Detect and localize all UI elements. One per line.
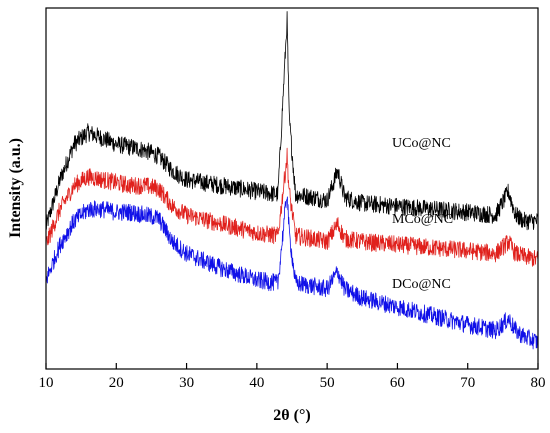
series-label-mco: MCo@NC	[392, 212, 453, 227]
x-axis-ticks	[45, 363, 539, 369]
x-axis-tick-labels: 10 20 30 40 50 60 70 80	[39, 375, 546, 391]
y-axis-title: Intensity (a.u.)	[7, 138, 24, 238]
x-tick-label: 40	[249, 375, 264, 391]
x-tick-label: 10	[39, 375, 54, 391]
plot-frame	[45, 7, 539, 370]
x-tick-label: 20	[109, 375, 124, 391]
x-tick-label: 60	[390, 375, 405, 391]
series-label-dco: DCo@NC	[392, 277, 451, 292]
x-tick-label: 50	[320, 375, 335, 391]
x-tick-label: 80	[531, 375, 546, 391]
series-label-uco: UCo@NC	[392, 136, 451, 151]
x-tick-label: 70	[460, 375, 475, 391]
series-layer	[45, 11, 539, 350]
series-line-mco	[45, 147, 539, 267]
x-axis-title: 2θ (°)	[273, 407, 310, 424]
series-line-uco	[45, 11, 539, 231]
series-line-dco	[45, 196, 539, 350]
x-tick-label: 30	[179, 375, 194, 391]
